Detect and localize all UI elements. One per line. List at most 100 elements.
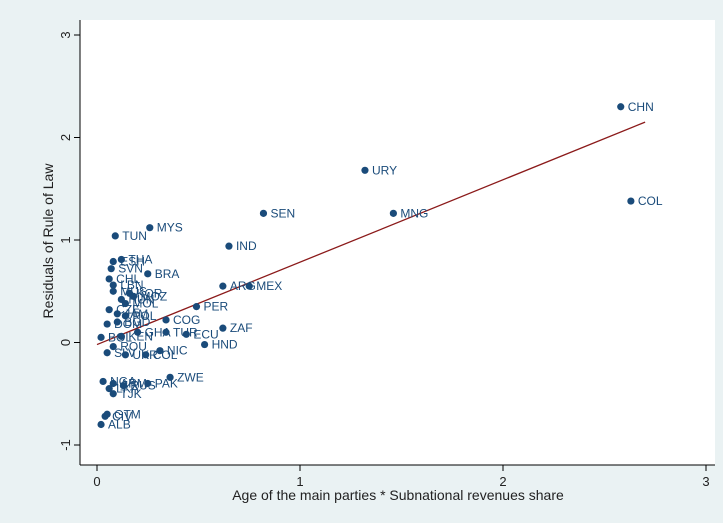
data-point — [103, 349, 111, 357]
data-point — [105, 306, 113, 314]
data-point-label: MNG — [400, 206, 428, 220]
data-point-label: LBN — [120, 278, 143, 292]
data-point — [101, 412, 109, 420]
y-tick-label: 1 — [58, 236, 73, 243]
y-tick-label: 3 — [58, 31, 73, 38]
x-tick-label: 3 — [702, 474, 709, 489]
data-point-label: TUN — [122, 229, 147, 243]
data-point — [146, 224, 154, 232]
data-point — [109, 287, 117, 295]
data-point — [144, 379, 152, 388]
data-point-label: ESH — [120, 255, 145, 269]
data-point — [113, 318, 121, 326]
data-point — [219, 324, 227, 332]
data-point-label: PAK — [155, 377, 178, 391]
x-axis-title: Age of the main parties * Subnational re… — [232, 487, 564, 503]
data-point — [182, 330, 190, 338]
y-axis-title: Residuals of Rule of Law — [40, 163, 56, 319]
data-point — [119, 381, 127, 390]
data-point-label: COL — [153, 348, 178, 362]
data-point-label: SEN — [270, 206, 295, 220]
data-point-label: MOL — [132, 297, 158, 311]
data-point — [245, 282, 253, 290]
data-point — [361, 166, 369, 174]
data-point-label: KOR — [136, 286, 162, 300]
data-point — [617, 103, 625, 111]
fit-line-group — [96, 121, 646, 346]
data-point-label: COL — [638, 194, 663, 208]
x-tick-label: 1 — [296, 474, 303, 489]
data-point-label: LKA — [116, 382, 139, 396]
data-point-label: GHA — [145, 325, 171, 339]
data-point-label: ROU — [120, 340, 147, 354]
data-point — [166, 373, 174, 381]
data-point-label: DOM — [114, 317, 142, 331]
data-point — [109, 257, 117, 266]
data-point — [113, 310, 121, 318]
axes: 0 1 2 3 -1 0 1 2 3 — [58, 20, 715, 489]
data-point-label: NIC — [167, 344, 188, 358]
data-point-label: URY — [372, 163, 397, 177]
data-point-label: MOZ — [141, 289, 168, 303]
data-point-label: KEN — [128, 329, 153, 343]
x-tick-label: 2 — [499, 474, 506, 489]
data-point — [144, 270, 152, 278]
data-point-label: COG — [173, 313, 200, 327]
data-point-label: CZE — [116, 303, 140, 317]
data-point-label: THA — [128, 252, 152, 266]
data-point — [105, 275, 113, 283]
data-point-label: PER — [203, 300, 228, 314]
data-point — [117, 255, 125, 264]
data-point — [97, 333, 105, 341]
data-point — [225, 242, 233, 250]
data-point-label: GTM — [114, 407, 141, 421]
data-point — [192, 303, 201, 311]
data-point — [259, 209, 268, 217]
data-point — [107, 265, 115, 273]
data-point — [105, 385, 113, 393]
data-point — [109, 343, 117, 351]
data-point — [134, 328, 142, 336]
data-point-label: CIV — [112, 409, 132, 423]
data-point — [117, 332, 125, 340]
data-point — [121, 299, 130, 308]
data-point — [97, 420, 105, 429]
data-point-label: TJK — [120, 387, 141, 401]
data-point-label: JAM — [124, 307, 148, 321]
data-point-label: BOL — [108, 330, 132, 344]
data-point — [109, 281, 117, 289]
data-point-label: ALB — [108, 418, 131, 432]
data-point-label: IND — [236, 239, 257, 253]
data-point-label: RUS — [130, 379, 155, 393]
x-tick-label: 0 — [93, 474, 100, 489]
data-point — [389, 209, 397, 217]
data-point-label: ARM — [120, 377, 147, 391]
data-point-label: BRA — [155, 267, 180, 281]
data-point-label: NGA — [110, 374, 136, 388]
data-point — [121, 351, 130, 359]
data-point — [99, 377, 107, 386]
data-point-label: ECU — [193, 327, 218, 341]
data-point-label: CHL — [116, 272, 140, 286]
data-point-label: SVN — [118, 262, 143, 276]
data-point-label: HUN — [128, 292, 154, 306]
data-point — [103, 320, 111, 328]
data-point — [219, 282, 227, 290]
data-point — [162, 316, 170, 324]
data-point — [129, 292, 138, 300]
data-point-label: MYS — [157, 221, 183, 235]
data-point — [200, 340, 209, 349]
data-point — [142, 351, 150, 359]
data-point — [156, 347, 164, 355]
data-point — [111, 232, 119, 240]
data-point-label: ZWE — [177, 370, 204, 384]
y-tick-label: 2 — [58, 134, 73, 141]
y-tick-label: 0 — [58, 339, 73, 346]
y-tick-label: -1 — [58, 439, 73, 451]
data-point-label: MEX — [256, 279, 282, 293]
data-point-label: ZAF — [230, 321, 253, 335]
data-point — [162, 328, 170, 336]
data-point-label: POL — [132, 309, 156, 323]
